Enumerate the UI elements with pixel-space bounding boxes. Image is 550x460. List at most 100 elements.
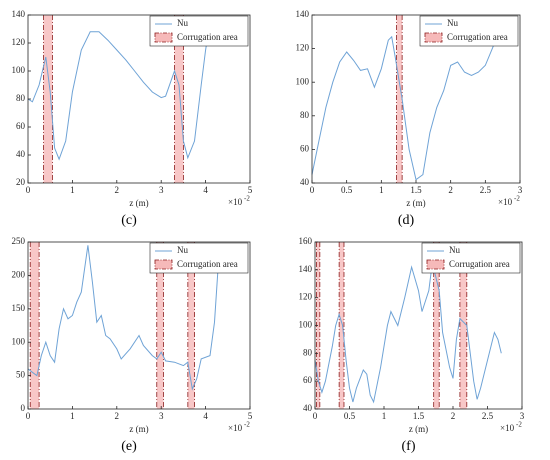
- legend-label: Corrugation area: [449, 259, 510, 269]
- y-tick-label: 60: [303, 375, 313, 385]
- caption: (f): [402, 439, 416, 454]
- x-tick-label: 5: [248, 185, 253, 195]
- panel: 0 1 2 3 4 5 20 40 60 80 100 120 140 z (m) ×10 -2 (c) Nu Co…: [12, 9, 253, 228]
- y-tick-label: 150: [12, 303, 26, 313]
- x-tick-label: 0.5: [344, 411, 356, 421]
- multiplier-base: ×10: [228, 197, 243, 207]
- y-tick-label: 0: [21, 403, 26, 413]
- legend-patch: [426, 259, 445, 270]
- x-tick-label: 0: [26, 185, 31, 195]
- x-tick-label: 3: [520, 411, 525, 421]
- x-tick-label: 0.5: [341, 185, 353, 195]
- y-tick-label: 80: [300, 110, 310, 120]
- y-tick-label: 40: [16, 149, 26, 159]
- multiplier-power: -2: [244, 195, 250, 203]
- corrugation-band: [43, 15, 53, 183]
- panel: 0 0.5 1 1.5 2 2.5 3 40 60 80 100 120 140 160 z (m) ×10-…: [299, 236, 525, 454]
- y-tick-label: 140: [296, 9, 310, 19]
- y-tick-label: 80: [16, 93, 26, 103]
- legend-label: Nu: [447, 18, 458, 28]
- x-tick-label: 1: [70, 411, 75, 421]
- y-tick-label: 160: [299, 236, 313, 246]
- x-tick-label: 4: [203, 185, 208, 195]
- caption: (c): [121, 213, 137, 228]
- legend-patch: [154, 32, 173, 43]
- caption: (d): [398, 213, 415, 228]
- legend-patch: [424, 32, 443, 43]
- multiplier-base: ×10: [228, 423, 243, 433]
- y-tick-label: 140: [12, 9, 26, 19]
- corrugation-band: [156, 242, 164, 409]
- x-axis-label: z (m): [409, 424, 428, 434]
- caption: (e): [121, 439, 137, 454]
- y-tick-label: 60: [300, 143, 310, 153]
- corrugation-band: [433, 242, 440, 409]
- y-tick-label: 120: [12, 37, 26, 47]
- corrugation-band: [339, 242, 344, 409]
- y-tick-label: 100: [12, 336, 26, 346]
- nu-line: [27, 245, 220, 391]
- x-axis-label: z (m): [406, 198, 425, 208]
- x-tick-label: 1.5: [413, 411, 425, 421]
- corrugation-band: [30, 242, 40, 409]
- multiplier-power: -2: [244, 421, 250, 429]
- y-tick-label: 120: [299, 292, 313, 302]
- multiplier-base: ×10: [498, 197, 513, 207]
- y-tick-label: 80: [303, 347, 313, 357]
- axes-box: [27, 241, 251, 410]
- y-tick-label: 100: [299, 320, 313, 330]
- multiplier-power: -2: [516, 421, 522, 429]
- y-tick-label: 40: [303, 403, 313, 413]
- x-tick-label: 3: [159, 185, 164, 195]
- x-axis-label: z (m): [129, 424, 148, 434]
- x-tick-label: 0: [310, 185, 315, 195]
- y-tick-label: 200: [12, 269, 26, 279]
- x-tick-label: 4: [203, 411, 208, 421]
- x-axis-label: z (m): [129, 198, 148, 208]
- y-tick-label: 60: [16, 121, 26, 131]
- corrugation-band: [396, 15, 403, 183]
- y-tick-label: 100: [296, 76, 310, 86]
- legend-label: Nu: [449, 245, 460, 255]
- nu-line: [314, 262, 502, 404]
- x-tick-label: 1: [379, 185, 384, 195]
- x-tick-label: 5: [248, 411, 253, 421]
- x-tick-label: 2: [448, 185, 453, 195]
- x-tick-label: 3: [518, 185, 523, 195]
- legend-label: Nu: [177, 245, 188, 255]
- nu-line: [311, 35, 497, 181]
- y-tick-label: 40: [300, 177, 310, 187]
- x-tick-label: 2.5: [482, 411, 494, 421]
- x-tick-label: 2: [115, 411, 120, 421]
- multiplier-power: -2: [514, 195, 520, 203]
- legend-label: Corrugation area: [177, 32, 238, 42]
- x-tick-label: 1: [70, 185, 75, 195]
- y-tick-label: 140: [299, 264, 313, 274]
- legend-label: Corrugation area: [447, 32, 508, 42]
- y-tick-label: 20: [16, 177, 26, 187]
- x-tick-label: 0: [313, 411, 318, 421]
- legend-patch: [154, 259, 173, 270]
- multiplier-base: ×10: [500, 423, 515, 433]
- y-tick-label: 100: [12, 65, 26, 75]
- corrugation-band: [187, 242, 195, 409]
- panel: 0 0.5 1 1.5 2 2.5 3 40 60 80 100 120 140 z (m) ×10 -2 (d…: [296, 9, 523, 228]
- x-tick-label: 2: [115, 185, 120, 195]
- corrugation-band: [316, 242, 320, 409]
- x-tick-label: 3: [159, 411, 164, 421]
- x-tick-label: 2: [451, 411, 456, 421]
- x-tick-label: 1.5: [410, 185, 422, 195]
- nu-line: [27, 31, 209, 161]
- x-tick-label: 0: [26, 411, 31, 421]
- y-tick-label: 120: [296, 43, 310, 53]
- y-tick-label: 50: [16, 370, 26, 380]
- x-tick-label: 2.5: [480, 185, 492, 195]
- legend-label: Corrugation area: [177, 259, 238, 269]
- y-tick-label: 250: [12, 236, 26, 246]
- corrugation-band: [174, 15, 184, 183]
- corrugation-band: [459, 242, 467, 409]
- x-tick-label: 1: [382, 411, 387, 421]
- legend-label: Nu: [177, 18, 188, 28]
